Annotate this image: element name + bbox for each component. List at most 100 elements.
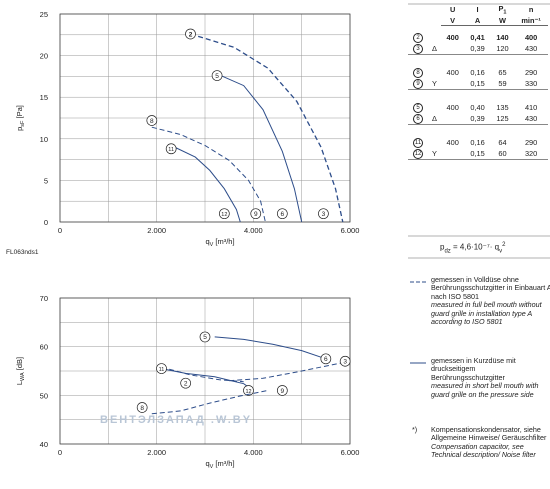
header-n: n xyxy=(528,5,534,15)
row-power: 59 xyxy=(490,78,515,91)
row-power: 120 xyxy=(490,43,515,56)
header-sub: 1 xyxy=(503,9,507,16)
row-connection xyxy=(428,32,441,43)
legend-dashed-en: measured in full bell mouth without guar… xyxy=(431,300,542,327)
unit-cell: A xyxy=(464,15,491,27)
plot-frame xyxy=(59,297,351,445)
header-I: I xyxy=(476,5,479,15)
x-tick-label: 4.000 xyxy=(244,448,263,457)
row-id: 5 xyxy=(408,102,428,114)
y-axis-label-sub: sF xyxy=(20,120,26,127)
row-id: 11 xyxy=(408,137,428,149)
row-voltage xyxy=(440,78,465,91)
table-row: 8 400 0,16 65 290 xyxy=(408,67,548,79)
footnote-mark: *) xyxy=(412,425,418,434)
row-connection: Y xyxy=(428,78,441,91)
series-11-label: 11 xyxy=(168,147,174,153)
header-U: U xyxy=(449,5,456,15)
row-current: 0,40 xyxy=(470,103,485,113)
footnote-en: Compensation capacitor, see Technical de… xyxy=(431,441,536,460)
series-8-label: 8 xyxy=(150,118,154,125)
row-connection xyxy=(428,102,441,113)
x-tick-label: 2.000 xyxy=(147,448,166,457)
units-blank xyxy=(428,15,441,26)
unit-cell: min⁻¹ xyxy=(514,15,548,27)
formula-lhs-sub: dz xyxy=(444,248,451,255)
row-current: 0,16 xyxy=(470,138,485,148)
row-speed: 330 xyxy=(514,78,548,91)
series-3-marker xyxy=(339,355,351,367)
formula-rhs-sup: 2 xyxy=(502,242,506,248)
table-row: 12 Y 0,15 60 320 xyxy=(408,148,548,161)
footnote-de: Kompensationskondensator, siehe Allgemei… xyxy=(431,425,547,443)
y-axis-label-unit: [Pa] xyxy=(15,105,24,120)
series-2-line xyxy=(161,366,244,383)
y-axis-label: psF [Pa] xyxy=(15,105,26,131)
row-current: 0,15 xyxy=(464,78,491,91)
x-tick-label: 6.000 xyxy=(341,448,360,457)
y-tick-label: 60 xyxy=(40,343,48,352)
x-axis-label-sub: V xyxy=(210,242,214,248)
series-11-marker xyxy=(156,363,167,374)
x-tick-label: 4.000 xyxy=(244,226,263,235)
row-speed: 410 xyxy=(524,103,538,113)
x-tick-label: 2.000 xyxy=(147,226,166,235)
row-id-marker: 5 xyxy=(413,103,424,114)
row-id-marker: 3 xyxy=(413,44,424,55)
series-6-label: 6 xyxy=(281,211,285,218)
unit-cell: W xyxy=(490,15,515,27)
watermark: ВЕНТЭЛЗАПАД .W.BY xyxy=(100,414,253,426)
series-2-marker xyxy=(180,377,192,389)
row-power: 125 xyxy=(490,113,515,126)
series-5-marker xyxy=(199,331,211,343)
plot-frame xyxy=(59,13,351,223)
row-id-marker: 12 xyxy=(413,149,424,160)
legend-solid-de: gemessen in Kurzdüse mit druckseitigem B… xyxy=(431,356,516,382)
y-tick-label: 25 xyxy=(40,10,48,19)
row-current: 0,16 xyxy=(470,68,485,78)
series-5-label: 5 xyxy=(203,334,207,341)
series-6-marker xyxy=(320,353,332,365)
chart-2: 0 2.000 4.000 6.000 40 50 60 70 qV [m³/h] LWA [dB… xyxy=(15,294,359,470)
row-voltage: 400 xyxy=(446,68,459,78)
row-power: 140 xyxy=(496,33,509,43)
row-id: 9 xyxy=(408,78,429,91)
x-axis-label: qV [m³/h] xyxy=(205,237,234,248)
series-8-marker xyxy=(146,115,158,126)
series-12-label: 12 xyxy=(245,389,251,395)
figure-code: FL063nds1 xyxy=(6,249,39,256)
row-voltage xyxy=(440,113,465,126)
header-P: P1 xyxy=(498,4,507,16)
row-power: 64 xyxy=(498,138,507,148)
series-11-label: 11 xyxy=(159,367,165,373)
spacer-cell xyxy=(408,125,548,138)
series-5-line xyxy=(216,73,303,222)
series-2-label: 2 xyxy=(184,380,188,387)
dashed-line-icon xyxy=(410,281,426,283)
series-2-line xyxy=(190,33,344,222)
legend-dashed-de: gemessen in Volldüse ohne Berührungsschu… xyxy=(431,275,550,301)
y-tick-label: 5 xyxy=(44,176,48,185)
row-speed: 320 xyxy=(514,148,548,161)
group-spacer xyxy=(408,90,548,103)
row-speed: 430 xyxy=(514,43,548,56)
table-row: 9 Y 0,15 59 330 xyxy=(408,78,548,91)
table-header-row: U I P1 n xyxy=(408,4,548,15)
x-axis-label-sub: V xyxy=(210,464,214,470)
header-blank xyxy=(428,4,441,15)
row-id: 8 xyxy=(408,67,428,79)
row-connection xyxy=(428,67,441,78)
row-voltage: 400 xyxy=(446,33,459,43)
y-axis-label: LWA [dB] xyxy=(15,357,26,385)
y-tick-label: 0 xyxy=(44,218,48,227)
series-8-label: 8 xyxy=(140,405,144,412)
row-connection xyxy=(428,137,441,148)
series-12-marker xyxy=(218,208,230,220)
series-11-line xyxy=(170,145,241,222)
series-3-label: 3 xyxy=(322,211,326,218)
formula-lhs: p xyxy=(440,242,445,252)
row-voltage: 400 xyxy=(446,103,459,113)
x-axis-label: qV [m³/h] xyxy=(205,459,234,470)
